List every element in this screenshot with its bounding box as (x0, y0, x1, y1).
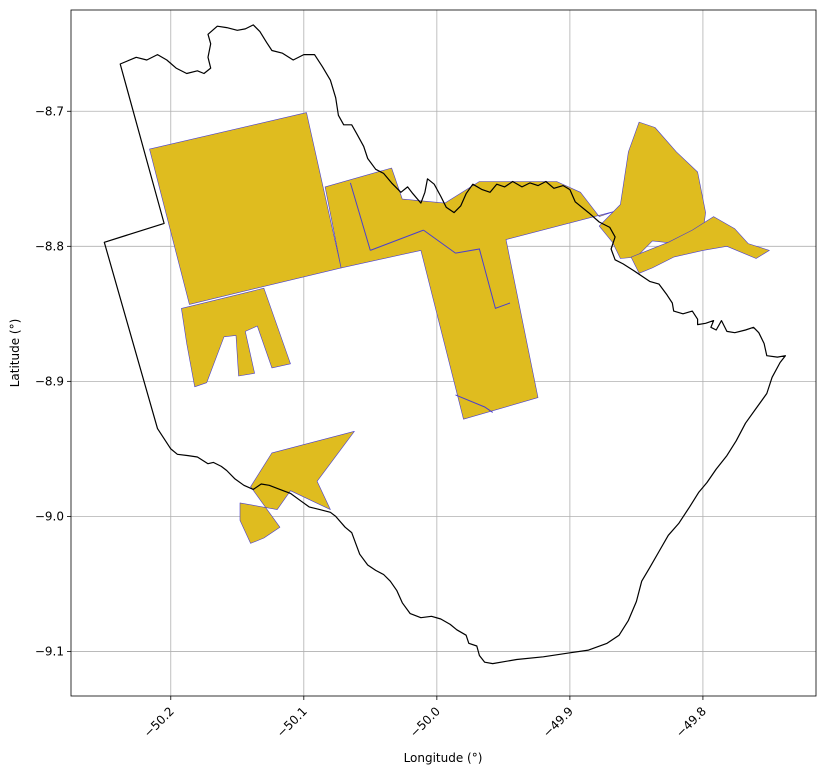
y-axis-ticks: −8.7 −8.8 −8.9 −9.0 −9.1 (35, 104, 71, 658)
parcel-central-strip (324, 167, 616, 420)
parcel-edge-layer (349, 182, 511, 413)
y-tick-label-2: −8.9 (35, 374, 64, 388)
parcel-south-wedge (239, 430, 355, 544)
edge-central-1 (349, 182, 371, 251)
edge-central-3 (423, 229, 456, 254)
edge-central-5 (455, 394, 493, 413)
y-tick-label-3: −9.0 (35, 509, 64, 523)
edge-central-4 (455, 248, 511, 310)
boundary-layer (103, 24, 787, 665)
parcel-west-fingers (181, 287, 291, 388)
y-tick-label-0: −8.7 (35, 104, 64, 118)
plot-area (71, 10, 816, 696)
edge-central-2 (370, 229, 424, 251)
parcel-east-arm (630, 216, 770, 274)
x-axis-label: Longitude (°) (404, 751, 483, 765)
municipality-outline (103, 24, 787, 665)
parcel-east-lobe (598, 121, 706, 259)
y-axis-label: Latitude (°) (8, 319, 22, 388)
y-tick-label-4: −9.1 (35, 644, 64, 658)
parcel-layer (149, 112, 770, 544)
y-tick-label-1: −8.8 (35, 239, 64, 253)
axes-frame (70, 9, 817, 697)
